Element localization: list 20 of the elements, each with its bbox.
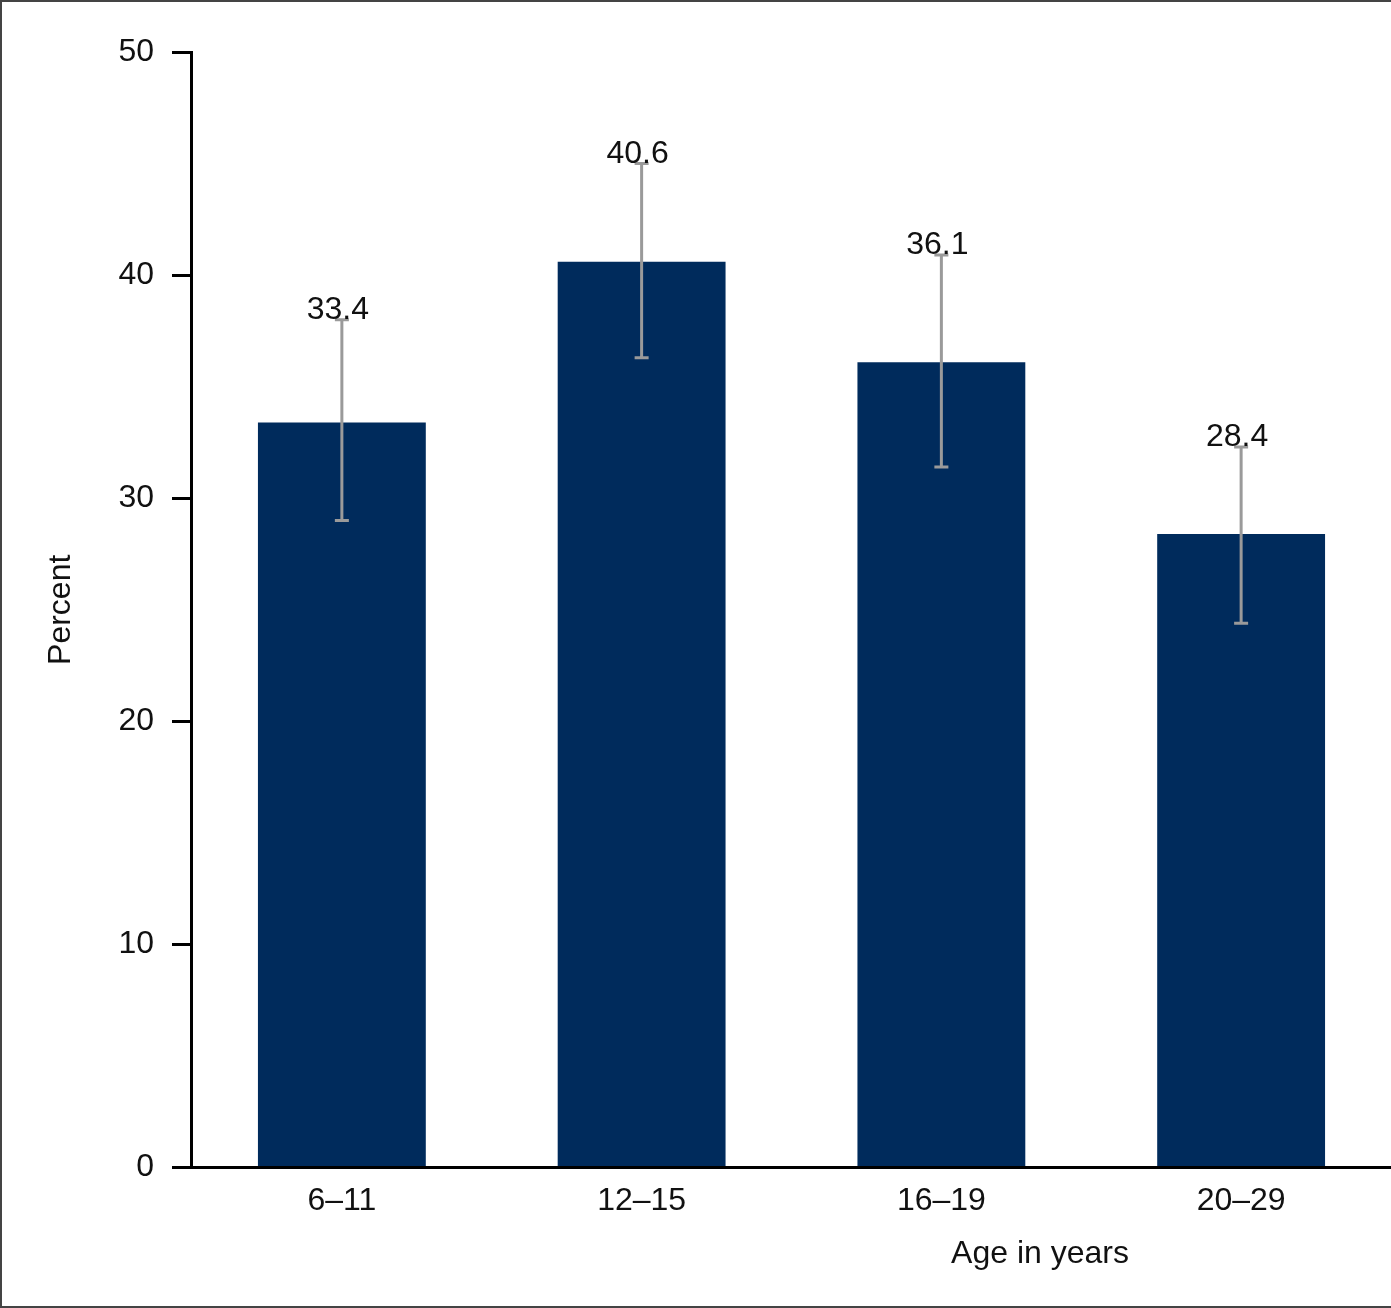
x-tick-label: 20–29: [1196, 1180, 1286, 1217]
y-tick-label: 20: [118, 701, 154, 738]
bar: [257, 422, 426, 1167]
data-label: 36.1: [906, 225, 969, 262]
x-tick-label: 6–11: [307, 1180, 377, 1217]
data-label: 40.6: [606, 133, 669, 170]
y-tick-label: 30: [118, 478, 154, 515]
bar: [1157, 533, 1326, 1167]
bar: [557, 261, 726, 1167]
y-axis-title: Percent: [41, 554, 78, 665]
x-tick-label: 16–19: [896, 1180, 986, 1217]
x-tick-label: 12–15: [597, 1180, 687, 1217]
bar: [857, 362, 1026, 1167]
data-label: 33.4: [306, 289, 370, 326]
x-axis-title: Age in years: [950, 1234, 1130, 1271]
y-tick-label: 40: [118, 254, 154, 291]
y-tick-label: 0: [136, 1147, 154, 1184]
data-label: 28.4: [1205, 416, 1269, 453]
y-tick-label: 50: [118, 31, 154, 68]
y-tick-label: 10: [118, 924, 154, 961]
